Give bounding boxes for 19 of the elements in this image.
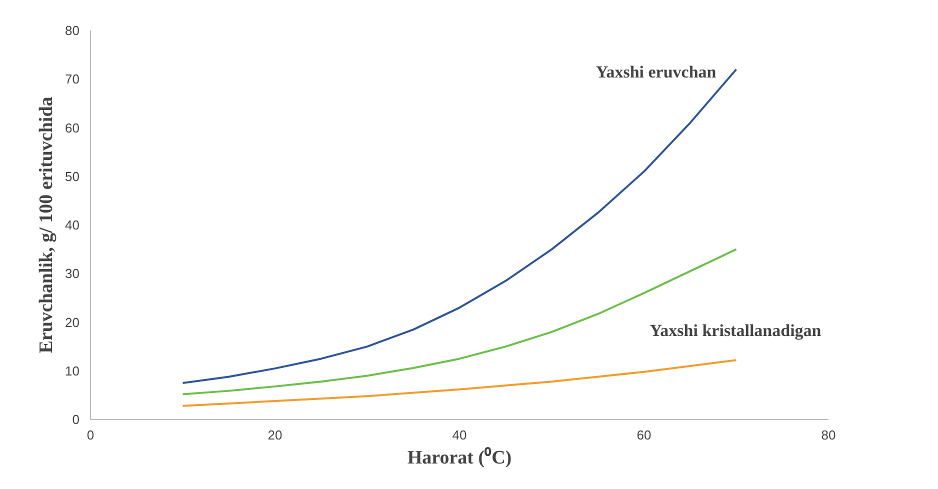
y-tick-label: 20 xyxy=(65,314,80,330)
y-tick-label: 70 xyxy=(65,72,80,87)
series-label: Yaxshi eruvchan xyxy=(596,62,717,82)
y-tick-label: 60 xyxy=(65,120,80,136)
x-tick-label: 80 xyxy=(821,428,836,442)
y-tick-label: 30 xyxy=(65,266,80,282)
x-tick-label: 60 xyxy=(636,428,652,442)
y-tick-label: 50 xyxy=(65,168,80,184)
y-tick-label: 40 xyxy=(65,218,80,232)
x-tick-label: 20 xyxy=(268,428,282,442)
y-tick-label: 10 xyxy=(65,363,80,378)
series-label: Yaxshi kristallanadigan xyxy=(650,321,822,340)
y-tick-label: 80 xyxy=(65,23,80,38)
line-series xyxy=(182,359,738,407)
x-axis-title: Harorat (⁰C) xyxy=(407,446,512,468)
y-axis-title: Eruvchanlik, g/ 100 erituvchida xyxy=(36,96,58,354)
x-tick-label: 0 xyxy=(86,428,94,442)
y-tick-label: 0 xyxy=(72,412,80,427)
x-tick-label: 40 xyxy=(452,428,467,442)
